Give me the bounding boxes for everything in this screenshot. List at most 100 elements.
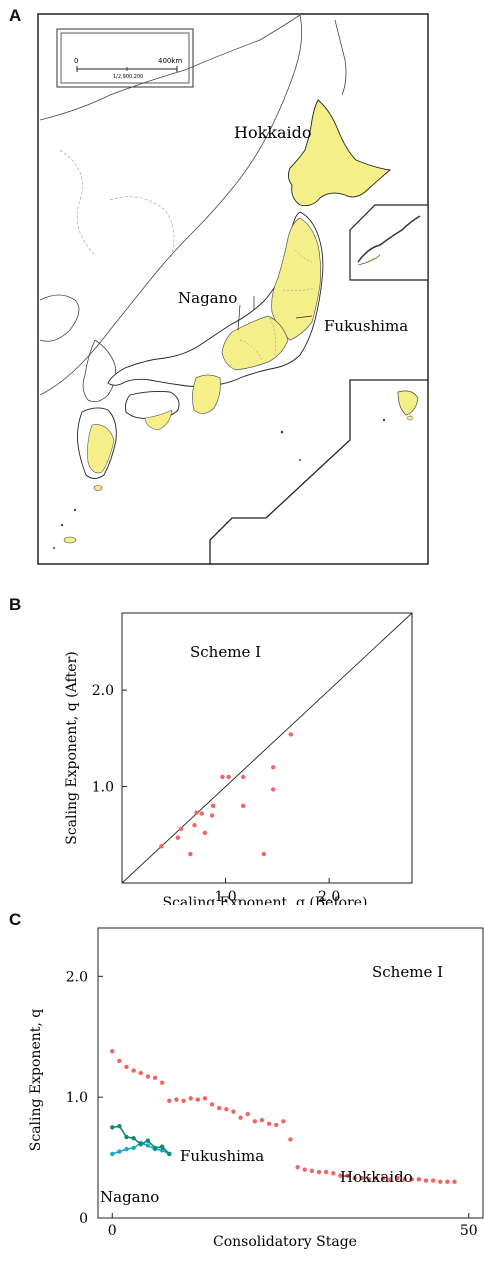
chart-b-point [240, 774, 246, 780]
point-hokkaido [274, 1122, 279, 1128]
point-fukushima [117, 1149, 122, 1154]
chart-b-point [159, 844, 164, 849]
scale-right-label: 400km [158, 57, 182, 65]
chart-b-point [194, 810, 199, 815]
chart-b-point [202, 830, 208, 836]
point-hokkaido [266, 1121, 272, 1126]
point-hokkaido [124, 1064, 129, 1070]
chart-c-ytick-label: 2.0 [66, 969, 88, 985]
point-hokkaido [110, 1049, 115, 1054]
chart-b-ytick-label: 2.0 [92, 683, 114, 699]
point-nagano [117, 1123, 122, 1129]
chart-c-xlabel: Consolidatory Stage [213, 1234, 357, 1250]
point-hokkaido [231, 1109, 236, 1114]
point-hokkaido [373, 1175, 379, 1181]
chart-b-ylabel: Scaling Exponent, q (After) [64, 651, 80, 845]
point-nagano [131, 1136, 136, 1141]
chart-b: Scheme I 1.0 2.0 1.0 2.0 Scaling Exponent, … [64, 612, 413, 905]
point-hokkaido [281, 1119, 286, 1124]
point-hokkaido [245, 1111, 250, 1117]
series-label-nagano: Nagano [100, 1188, 159, 1206]
tohoku-highlight [271, 217, 322, 341]
point-nagano [159, 1144, 165, 1149]
point-fukushima [110, 1151, 115, 1157]
chart-b-xtick-label: 1.0 [214, 889, 236, 905]
point-nagano [145, 1138, 151, 1143]
point-hokkaido [302, 1167, 307, 1172]
point-hokkaido [438, 1179, 443, 1184]
chart-c-annotation: Scheme I [372, 963, 443, 981]
point-hokkaido [152, 1075, 158, 1081]
japan-map: 0 400km 1/2,900,200 Hokkaido Nagano Fuk [37, 13, 429, 565]
point-hokkaido [345, 1173, 350, 1178]
point-hokkaido [416, 1177, 422, 1182]
point-hokkaido [338, 1173, 343, 1178]
series-label-fukushima: Fukushima [180, 1147, 264, 1165]
scale-ratio-label: 1/2,900,200 [113, 74, 143, 80]
scale-bar-box: 0 400km 1/2,900,200 [56, 28, 194, 88]
chart-b-diagonal [121, 612, 413, 884]
point-hokkaido [359, 1175, 364, 1181]
point-nagano [138, 1142, 143, 1147]
point-hokkaido [323, 1169, 329, 1175]
korea-peninsula [82, 339, 117, 403]
point-hokkaido [423, 1178, 429, 1183]
point-hokkaido [217, 1105, 222, 1111]
chart-b-xtick-label: 2.0 [318, 889, 340, 905]
point-hokkaido [309, 1168, 315, 1174]
point-hokkaido [331, 1171, 336, 1176]
chart-c-frame [97, 927, 484, 1219]
point-hokkaido [167, 1098, 172, 1103]
chart-b-point [226, 774, 231, 780]
point-fukushima [131, 1145, 136, 1151]
hokkaido-shape [287, 99, 392, 207]
point-hokkaido [174, 1097, 179, 1102]
chart-c-xtick-label: 0 [108, 1223, 117, 1239]
chart-c-ytick-label: 0 [79, 1211, 88, 1227]
chart-b-point [261, 851, 267, 857]
nagano-highlight [221, 315, 289, 371]
point-fukushima [145, 1143, 151, 1148]
chart-c: Scheme I 0 50 0 1.0 2.0 Hokkaido Fukushima N… [28, 927, 484, 1250]
series-label-hokkaido: Hokkaido [340, 1168, 413, 1186]
chart-b-point [192, 822, 197, 828]
chart-b-xlabel: Scaling Exponent, q (Before) [162, 895, 367, 905]
point-hokkaido [117, 1058, 122, 1064]
point-hokkaido [138, 1070, 143, 1076]
point-hokkaido [409, 1177, 414, 1182]
point-hokkaido [131, 1068, 136, 1073]
point-hokkaido [388, 1177, 393, 1182]
point-hokkaido [380, 1175, 386, 1181]
label-fukushima: Fukushima [324, 317, 408, 335]
point-hokkaido [316, 1169, 322, 1175]
point-hokkaido [145, 1074, 151, 1079]
chart-b-point [199, 811, 204, 816]
point-hokkaido [195, 1097, 201, 1102]
point-hokkaido [366, 1177, 372, 1182]
point-nagano [110, 1125, 115, 1130]
chart-b-point [271, 787, 276, 792]
point-hokkaido [224, 1107, 229, 1112]
chart-b-frame [121, 612, 413, 884]
chart-b-point [175, 835, 181, 840]
panel-c-letter: C [9, 910, 22, 929]
point-fukushima [159, 1148, 165, 1153]
chart-b-point [178, 826, 184, 832]
point-hokkaido [202, 1096, 208, 1101]
panel-b-letter: B [9, 595, 22, 614]
point-hokkaido [159, 1080, 165, 1085]
point-nagano [152, 1145, 158, 1151]
point-hokkaido [430, 1178, 436, 1183]
chart-b-annotation: Scheme I [190, 643, 261, 661]
point-nagano [167, 1151, 172, 1157]
point-hokkaido [238, 1115, 243, 1120]
chart-b-point [210, 803, 216, 809]
point-hokkaido [395, 1175, 400, 1181]
point-hokkaido [181, 1098, 186, 1103]
chart-c-xtick-label: 50 [460, 1223, 478, 1239]
chart-c-ylabel: Scaling Exponent, q [28, 1009, 44, 1152]
label-nagano: Nagano [178, 289, 237, 307]
chart-b-point [240, 803, 246, 809]
chart-b-point [188, 851, 193, 857]
chart-b-ytick-label: 1.0 [92, 780, 114, 796]
